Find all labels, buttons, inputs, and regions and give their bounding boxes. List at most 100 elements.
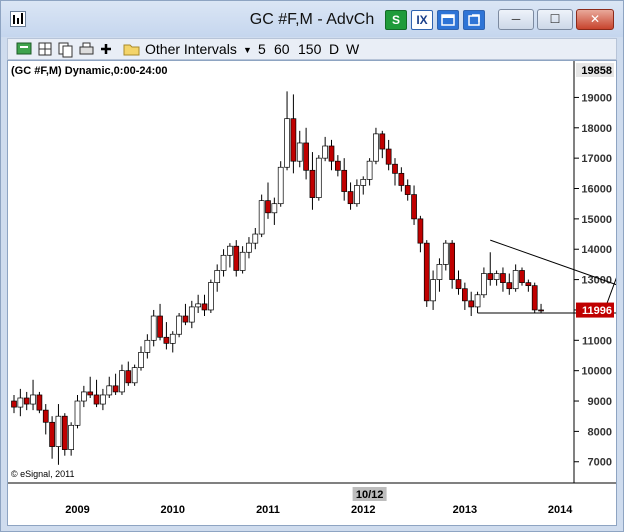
candle-body <box>487 273 494 280</box>
window-title: GC #F,M - AdvCh <box>249 11 375 28</box>
candle-body <box>315 157 322 198</box>
candle-body <box>309 169 316 198</box>
minimize-icon: ─ <box>511 12 521 26</box>
candle-body <box>61 415 68 450</box>
ix-icon[interactable]: IX <box>411 10 433 30</box>
candle-body <box>430 279 436 302</box>
folder-icon[interactable] <box>123 44 140 56</box>
candle-body <box>423 242 430 302</box>
close-button[interactable]: ✕ <box>576 9 614 30</box>
candle-body <box>373 133 379 162</box>
maximize-icon: ☐ <box>549 12 561 26</box>
candle-body <box>195 303 201 308</box>
candle-body <box>347 191 354 205</box>
y-tick-label: 8000 <box>588 426 612 438</box>
x-tick-label: 2014 <box>548 504 573 516</box>
x-tick-label: 2012 <box>351 504 375 516</box>
interval-60[interactable]: 60 <box>274 41 290 57</box>
candle-body <box>385 148 392 165</box>
other-intervals-dropdown[interactable]: Other Intervals <box>145 41 237 57</box>
candle-body <box>208 282 214 311</box>
interval-d[interactable]: D <box>329 41 340 57</box>
candle-body <box>379 133 386 150</box>
candle-body <box>500 273 506 283</box>
candle-body <box>322 145 328 159</box>
candle-body <box>233 245 240 271</box>
price-chart[interactable]: (GC #F,M) Dynamic,0:00-24:00 © eSignal, … <box>7 60 624 526</box>
grid-icon[interactable] <box>38 42 52 56</box>
candle-body <box>462 288 468 302</box>
candle-body <box>36 394 43 411</box>
dropdown-arrow-icon[interactable]: ▼ <box>243 45 252 55</box>
candle-body <box>87 391 94 396</box>
interval-5[interactable]: 5 <box>258 41 266 57</box>
candle-body <box>188 306 195 323</box>
maximize-button[interactable]: ☐ <box>537 9 573 30</box>
candle-body <box>277 166 284 205</box>
top-price-box <box>576 63 614 77</box>
y-tick-label: 16000 <box>581 184 612 196</box>
top-price-label: 19858 <box>581 65 612 77</box>
candle-body <box>252 233 259 244</box>
chart-header: (GC #F,M) Dynamic,0:00-24:00 <box>11 65 168 77</box>
candle-body <box>169 333 176 344</box>
candle-body <box>360 179 367 186</box>
window-icon[interactable] <box>437 10 459 30</box>
candle-body <box>449 242 455 280</box>
y-tick-label: 10000 <box>581 366 612 378</box>
candle-body <box>474 294 481 308</box>
candle-body <box>296 142 303 162</box>
candle-body <box>17 397 24 408</box>
plus-icon[interactable] <box>101 44 111 54</box>
trendline <box>490 239 624 288</box>
y-tick-label: 17000 <box>581 153 612 165</box>
candle-body <box>525 282 532 287</box>
candle-body <box>417 218 424 244</box>
cursor-date-box <box>352 487 387 501</box>
close-icon: ✕ <box>589 12 601 26</box>
candle-body <box>398 172 405 186</box>
candle-body <box>214 270 221 283</box>
candle-body <box>258 200 265 235</box>
candle-body <box>335 160 341 171</box>
copy-icon[interactable] <box>58 42 73 58</box>
cursor-date-label: 10/12 <box>356 489 384 501</box>
y-tick-label: 11000 <box>582 335 612 347</box>
candle-body <box>74 400 81 426</box>
candle-body <box>271 203 278 214</box>
candle-body <box>125 370 132 384</box>
candle-body <box>11 400 17 408</box>
print-icon[interactable] <box>79 42 94 55</box>
chain-icon[interactable] <box>16 42 32 55</box>
current-price-box <box>576 302 614 318</box>
interval-w[interactable]: W <box>346 41 360 57</box>
title-bar[interactable]: GC #F,M - AdvCh S IX ─ ☐ ✕ <box>1 1 623 37</box>
candle-body <box>30 394 36 405</box>
candle-body <box>100 394 106 405</box>
candle-body <box>284 118 290 168</box>
y-tick-label: 15000 <box>581 214 612 226</box>
candle-body <box>303 142 309 171</box>
candle-body <box>106 385 113 396</box>
candle-body <box>493 273 500 280</box>
candle-body <box>176 315 182 335</box>
candle-body <box>411 194 417 220</box>
candle-body <box>144 339 151 353</box>
s-chart-icon[interactable]: S <box>385 10 407 30</box>
candle-body <box>468 300 475 308</box>
candle-body <box>290 118 297 162</box>
candles <box>11 91 544 465</box>
link-icon[interactable] <box>463 10 485 30</box>
y-tick-label: 18000 <box>581 123 612 135</box>
x-tick-label: 2010 <box>161 504 185 516</box>
x-tick-label: 2013 <box>453 504 477 516</box>
candle-body <box>220 254 227 271</box>
interval-150[interactable]: 150 <box>298 41 322 57</box>
chart-toolbar: Other Intervals ▼ 5 60 150 D W <box>7 38 617 60</box>
candle-body <box>49 421 55 447</box>
chart-canvas[interactable]: (GC #F,M) Dynamic,0:00-24:00 © eSignal, … <box>8 61 624 525</box>
candle-body <box>119 370 125 393</box>
candle-body <box>150 315 157 341</box>
minimize-button[interactable]: ─ <box>498 9 534 30</box>
